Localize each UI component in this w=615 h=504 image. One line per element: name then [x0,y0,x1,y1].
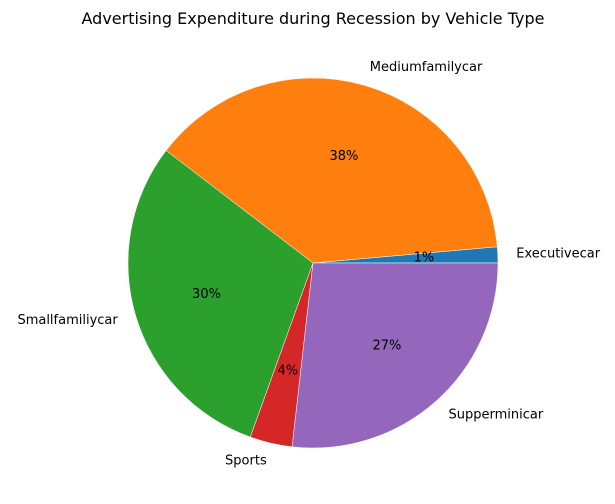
percent-label-smallfamiliycar: 30% [192,287,221,302]
pie-slice-smallfamiliycar [127,150,314,438]
pie-slice-supperminicar [291,262,499,449]
percent-label-mediumfamilycar: 38% [330,149,359,164]
slice-label-sports: Sports [225,454,267,469]
slice-label-smallfamiliycar: Smallfamiliycar [17,313,118,328]
slice-label-executivecar: Executivecar [516,247,600,262]
slice-label-supperminicar: Supperminicar [449,407,544,422]
percent-label-sports: 4% [277,364,298,379]
slice-label-mediumfamilycar: Mediumfamilycar [370,60,483,75]
percent-label-supperminicar: 27% [372,338,401,353]
percent-label-executivecar: 1% [414,251,435,266]
pie-slices [127,77,499,449]
chart-title: Advertising Expenditure during Recession… [82,9,545,28]
pie-labels: Executivecar 1% Mediumfamilycar 38% Smallfam… [17,60,600,469]
pie-slice-mediumfamilycar [165,77,498,264]
